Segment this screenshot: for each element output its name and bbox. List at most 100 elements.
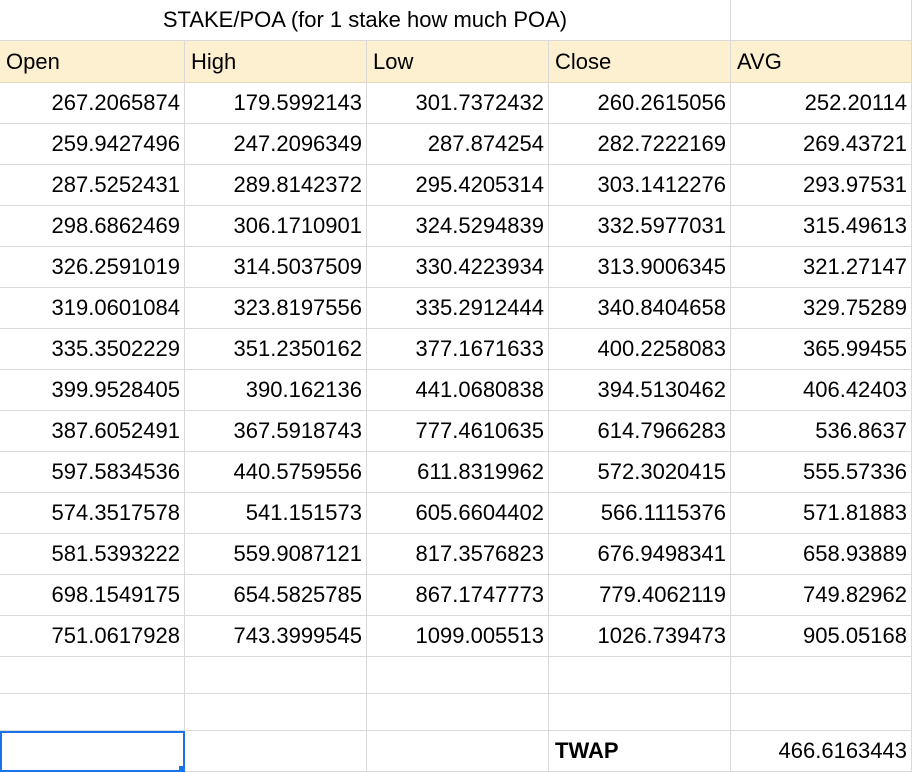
empty-cell[interactable] xyxy=(367,694,549,731)
cell-open[interactable]: 319.0601084 xyxy=(0,288,185,329)
cell-avg[interactable]: 536.8637 xyxy=(731,411,912,452)
cell-low[interactable]: 777.4610635 xyxy=(367,411,549,452)
empty-cell[interactable] xyxy=(0,657,185,694)
cell-open[interactable]: 581.5393222 xyxy=(0,534,185,575)
cell-open[interactable]: 326.2591019 xyxy=(0,247,185,288)
cell-high[interactable]: 390.162136 xyxy=(185,370,367,411)
header-high[interactable]: High xyxy=(185,41,367,83)
cell-close[interactable]: 566.1115376 xyxy=(549,493,731,534)
empty-row xyxy=(0,657,912,694)
cell-low[interactable]: 1099.005513 xyxy=(367,616,549,657)
cell-close[interactable]: 394.5130462 xyxy=(549,370,731,411)
cell-low[interactable]: 301.7372432 xyxy=(367,83,549,124)
cell-low[interactable]: 330.4223934 xyxy=(367,247,549,288)
twap-value[interactable]: 466.6163443 xyxy=(731,731,912,772)
cell-avg[interactable]: 252.20114 xyxy=(731,83,912,124)
selected-cell[interactable] xyxy=(0,731,185,772)
twap-label[interactable]: TWAP xyxy=(549,731,731,772)
cell-high[interactable]: 440.5759556 xyxy=(185,452,367,493)
cell-avg[interactable]: 365.99455 xyxy=(731,329,912,370)
cell-avg[interactable]: 315.49613 xyxy=(731,206,912,247)
cell-open[interactable]: 267.2065874 xyxy=(0,83,185,124)
cell-avg[interactable]: 321.27147 xyxy=(731,247,912,288)
cell-open[interactable]: 597.5834536 xyxy=(0,452,185,493)
title-row: STAKE/POA (for 1 stake how much POA) xyxy=(0,0,912,41)
cell-close[interactable]: 572.3020415 xyxy=(549,452,731,493)
cell-close[interactable]: 614.7966283 xyxy=(549,411,731,452)
cell-avg[interactable]: 293.97531 xyxy=(731,165,912,206)
cell-high[interactable]: 179.5992143 xyxy=(185,83,367,124)
cell-close[interactable]: 340.8404658 xyxy=(549,288,731,329)
cell-open[interactable]: 287.5252431 xyxy=(0,165,185,206)
header-open[interactable]: Open xyxy=(0,41,185,83)
empty-cell[interactable] xyxy=(367,657,549,694)
empty-cell[interactable] xyxy=(185,657,367,694)
cell-high[interactable]: 323.8197556 xyxy=(185,288,367,329)
title-cell[interactable]: STAKE/POA (for 1 stake how much POA) xyxy=(0,0,731,41)
cell-close[interactable]: 303.1412276 xyxy=(549,165,731,206)
cell-avg[interactable]: 571.81883 xyxy=(731,493,912,534)
cell-avg[interactable]: 329.75289 xyxy=(731,288,912,329)
table-row: 267.2065874 179.5992143 301.7372432 260.… xyxy=(0,83,912,124)
cell-high[interactable]: 306.1710901 xyxy=(185,206,367,247)
cell-high[interactable]: 351.2350162 xyxy=(185,329,367,370)
cell-open[interactable]: 259.9427496 xyxy=(0,124,185,165)
fill-handle[interactable] xyxy=(178,765,183,770)
empty-cell[interactable] xyxy=(0,694,185,731)
cell-high[interactable]: 559.9087121 xyxy=(185,534,367,575)
cell-low[interactable]: 441.0680838 xyxy=(367,370,549,411)
empty-cell[interactable] xyxy=(731,694,912,731)
cell-high[interactable]: 289.8142372 xyxy=(185,165,367,206)
cell-close[interactable]: 282.7222169 xyxy=(549,124,731,165)
table-row: 298.6862469 306.1710901 324.5294839 332.… xyxy=(0,206,912,247)
cell-close[interactable]: 676.9498341 xyxy=(549,534,731,575)
cell-open[interactable]: 298.6862469 xyxy=(0,206,185,247)
cell-high[interactable]: 541.151573 xyxy=(185,493,367,534)
empty-cell[interactable] xyxy=(185,731,367,772)
cell-open[interactable]: 387.6052491 xyxy=(0,411,185,452)
header-avg[interactable]: AVG xyxy=(731,41,912,83)
table-row: 399.9528405 390.162136 441.0680838 394.5… xyxy=(0,370,912,411)
cell-high[interactable]: 654.5825785 xyxy=(185,575,367,616)
cell-open[interactable]: 751.0617928 xyxy=(0,616,185,657)
cell-open[interactable]: 399.9528405 xyxy=(0,370,185,411)
cell-close[interactable]: 260.2615056 xyxy=(549,83,731,124)
header-low[interactable]: Low xyxy=(367,41,549,83)
cell-low[interactable]: 295.4205314 xyxy=(367,165,549,206)
cell-low[interactable]: 324.5294839 xyxy=(367,206,549,247)
empty-cell[interactable] xyxy=(731,657,912,694)
empty-cell[interactable] xyxy=(549,694,731,731)
cell-avg[interactable]: 269.43721 xyxy=(731,124,912,165)
cell-open[interactable]: 574.3517578 xyxy=(0,493,185,534)
cell-low[interactable]: 611.8319962 xyxy=(367,452,549,493)
cell-high[interactable]: 247.2096349 xyxy=(185,124,367,165)
cell-low[interactable]: 605.6604402 xyxy=(367,493,549,534)
table-row: 698.1549175 654.5825785 867.1747773 779.… xyxy=(0,575,912,616)
cell-low[interactable]: 377.1671633 xyxy=(367,329,549,370)
cell-close[interactable]: 1026.739473 xyxy=(549,616,731,657)
cell-avg[interactable]: 406.42403 xyxy=(731,370,912,411)
table-row: 326.2591019 314.5037509 330.4223934 313.… xyxy=(0,247,912,288)
empty-cell[interactable] xyxy=(731,0,912,41)
cell-high[interactable]: 743.3999545 xyxy=(185,616,367,657)
cell-high[interactable]: 367.5918743 xyxy=(185,411,367,452)
cell-avg[interactable]: 749.82962 xyxy=(731,575,912,616)
header-close[interactable]: Close xyxy=(549,41,731,83)
empty-cell[interactable] xyxy=(185,694,367,731)
cell-avg[interactable]: 555.57336 xyxy=(731,452,912,493)
cell-avg[interactable]: 905.05168 xyxy=(731,616,912,657)
empty-cell[interactable] xyxy=(549,657,731,694)
cell-close[interactable]: 313.9006345 xyxy=(549,247,731,288)
cell-avg[interactable]: 658.93889 xyxy=(731,534,912,575)
cell-low[interactable]: 335.2912444 xyxy=(367,288,549,329)
cell-low[interactable]: 817.3576823 xyxy=(367,534,549,575)
cell-close[interactable]: 400.2258083 xyxy=(549,329,731,370)
cell-low[interactable]: 287.874254 xyxy=(367,124,549,165)
cell-high[interactable]: 314.5037509 xyxy=(185,247,367,288)
cell-close[interactable]: 779.4062119 xyxy=(549,575,731,616)
cell-open[interactable]: 335.3502229 xyxy=(0,329,185,370)
cell-low[interactable]: 867.1747773 xyxy=(367,575,549,616)
cell-close[interactable]: 332.5977031 xyxy=(549,206,731,247)
empty-cell[interactable] xyxy=(367,731,549,772)
cell-open[interactable]: 698.1549175 xyxy=(0,575,185,616)
